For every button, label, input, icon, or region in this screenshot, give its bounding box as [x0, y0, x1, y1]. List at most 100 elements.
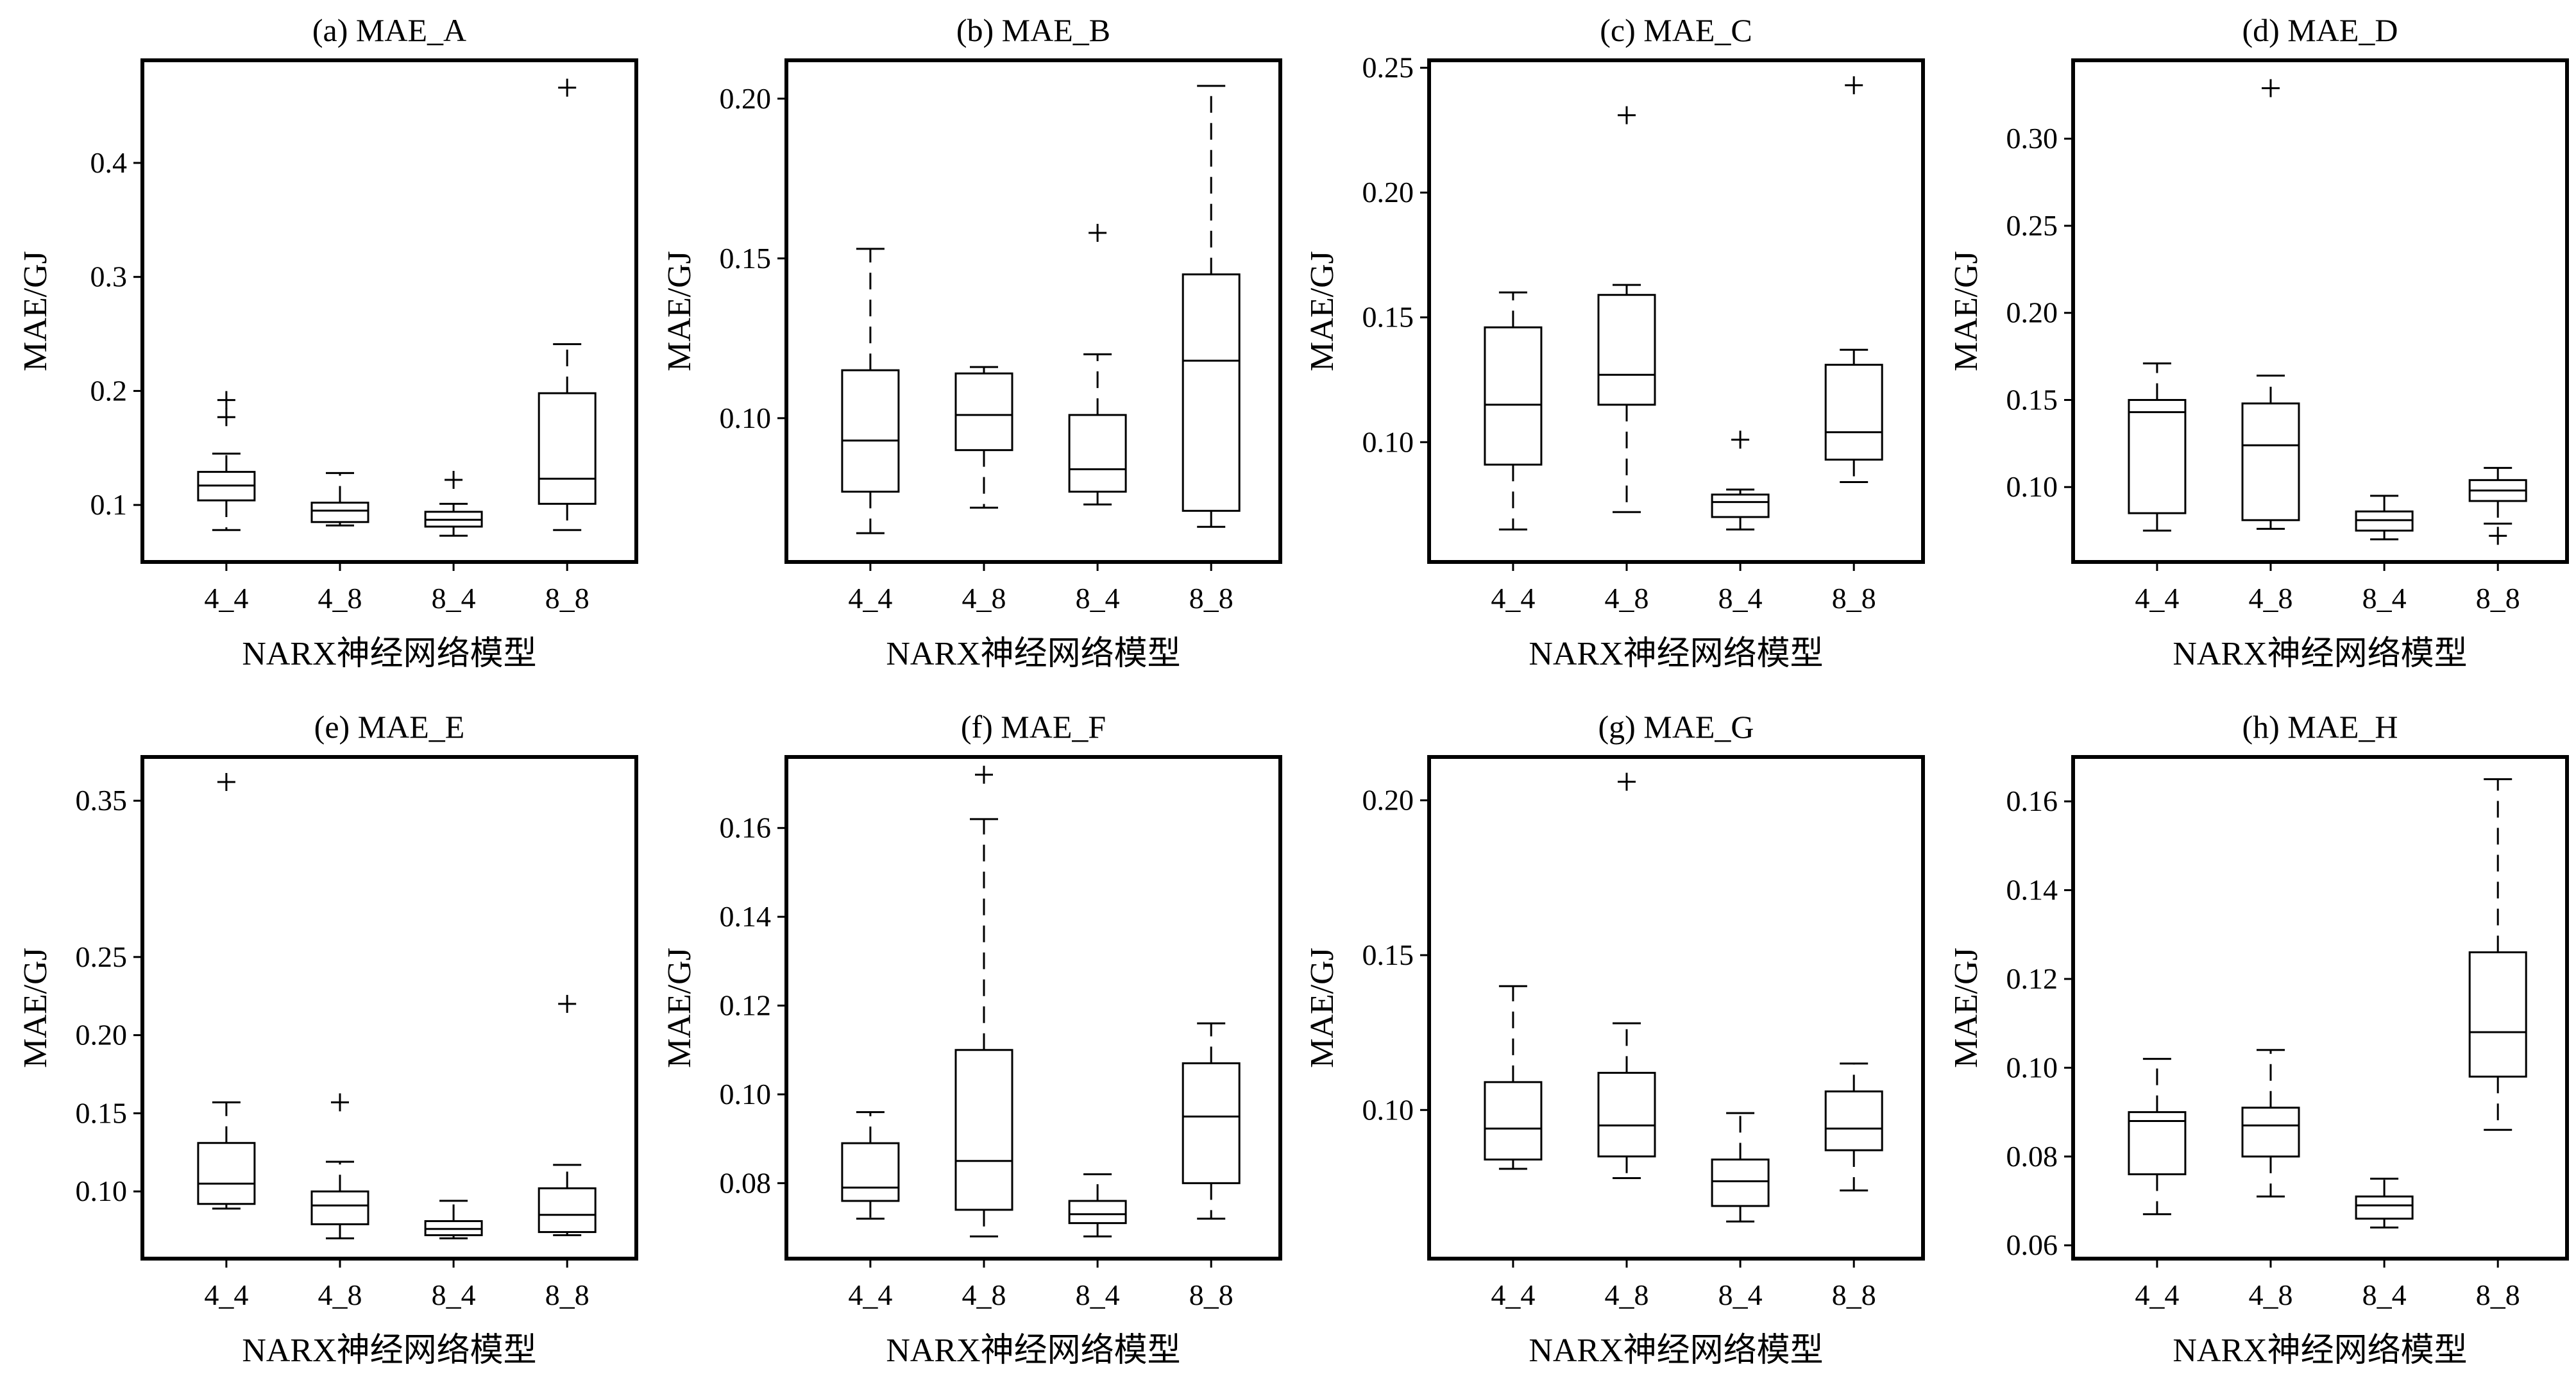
y-tick-label: 0.08 — [720, 1166, 772, 1199]
x-tick-label: 4_4 — [204, 1279, 248, 1311]
iqr-box — [1597, 1071, 1656, 1158]
panel-a: (a) MAE_A 0.1 0.2 0.3 0.4 MAE/GJ NARX神经网络模型 4_4… — [17, 12, 638, 672]
panel-d: (d) MAE_D 0.10 0.15 0.20 0.25 0.30 MAE/GJ NARX神… — [1948, 12, 2569, 672]
outlier-marker — [1089, 223, 1107, 242]
y-tick-label: 0.16 — [720, 811, 772, 844]
box-4_8: 4_8 — [954, 366, 1013, 615]
y-tick-label: 0.14 — [720, 900, 772, 933]
iqr-box — [1068, 1200, 1127, 1225]
iqr-box — [538, 1187, 597, 1234]
x-tick-label: 8_8 — [1189, 582, 1233, 615]
y-tick-label: 0.20 — [2006, 296, 2058, 329]
y-tick-label: 0.25 — [1362, 51, 1414, 84]
y-tick-label: 0.12 — [2006, 962, 2058, 995]
iqr-box — [1484, 326, 1543, 466]
box-8_8: 8_8 — [1824, 1062, 1883, 1311]
panel-title: (c) MAE_C — [1600, 12, 1752, 48]
y-tick-label: 0.16 — [2006, 785, 2058, 817]
outlier-marker — [1618, 106, 1636, 124]
box-4_8: 4_8 — [2241, 79, 2300, 615]
x-tick-label: 4_4 — [2135, 582, 2179, 615]
y-tick-label: 0.20 — [76, 1019, 128, 1051]
panel-title: (f) MAE_F — [961, 709, 1106, 745]
iqr-box — [2128, 1111, 2187, 1176]
y-tick-label: 0.35 — [76, 784, 128, 817]
outlier-marker — [2262, 79, 2280, 98]
box-8_8: 8_8 — [538, 994, 597, 1311]
y-tick-label: 0.12 — [720, 989, 772, 1022]
plot-frame — [2071, 755, 2569, 1261]
y-tick-label: 0.10 — [1362, 1093, 1414, 1126]
x-axis-label: NARX神经网络模型 — [242, 636, 536, 672]
box-8_4: 8_4 — [1068, 223, 1127, 615]
iqr-box — [1824, 364, 1883, 461]
x-tick-label: 8_8 — [2476, 582, 2520, 615]
iqr-box — [1824, 1090, 1883, 1151]
iqr-box — [1711, 493, 1770, 518]
panel-g: (g) MAE_G 0.10 0.15 0.20 MAE/GJ NARX神经网络模型 4_4… — [1304, 709, 1925, 1369]
iqr-box — [1711, 1159, 1770, 1207]
box-8_4: 8_4 — [2355, 495, 2414, 615]
x-tick-label: 4_8 — [318, 582, 362, 615]
box-8_4: 8_4 — [1068, 1173, 1127, 1311]
box-4_8: 4_8 — [1597, 772, 1656, 1311]
y-tick-label: 0.20 — [1362, 784, 1414, 817]
plot-frame — [1427, 58, 1925, 564]
box-8_4: 8_4 — [2355, 1177, 2414, 1311]
box-4_8: 4_8 — [310, 472, 369, 615]
iqr-box — [1597, 294, 1656, 406]
box-4_8: 4_8 — [954, 765, 1013, 1311]
x-axis-label: NARX神经网络模型 — [886, 636, 1180, 672]
box-8_4: 8_4 — [1711, 430, 1770, 615]
x-tick-label: 8_8 — [545, 1279, 589, 1311]
iqr-box — [841, 1142, 900, 1202]
y-tick-label: 0.30 — [2006, 122, 2058, 155]
y-tick-label: 0.06 — [2006, 1228, 2058, 1261]
panel-title: (e) MAE_E — [314, 709, 465, 745]
y-axis-label: MAE/GJ — [1948, 947, 1985, 1068]
box-8_8: 8_8 — [1824, 76, 1883, 615]
plot-frame — [784, 58, 1282, 564]
y-tick-label: 0.20 — [720, 82, 772, 115]
y-tick-label: 0.15 — [2006, 383, 2058, 416]
panel-h: (h) MAE_H 0.06 0.08 0.10 0.12 0.14 0.16 MAE/GJ N… — [1948, 709, 2569, 1369]
box-8_4: 8_4 — [424, 471, 483, 615]
box-4_4: 4_4 — [841, 1111, 900, 1311]
x-axis-label: NARX神经网络模型 — [1529, 636, 1823, 672]
panel-title: (d) MAE_D — [2242, 12, 2398, 48]
x-axis-label: NARX神经网络模型 — [242, 1332, 536, 1369]
iqr-box — [2128, 398, 2187, 514]
y-tick-label: 0.10 — [720, 1078, 772, 1110]
y-tick-label: 0.14 — [2006, 874, 2058, 906]
box-8_8: 8_8 — [1182, 1022, 1241, 1311]
panel-title: (h) MAE_H — [2242, 709, 2398, 745]
plot-frame — [140, 755, 638, 1261]
box-8_8: 8_8 — [1182, 85, 1241, 615]
x-tick-label: 8_4 — [1076, 582, 1120, 615]
box-4_4: 4_4 — [197, 772, 256, 1311]
iqr-box — [2241, 1107, 2300, 1158]
x-axis-label: NARX神经网络模型 — [2173, 636, 2467, 672]
box-4_4: 4_4 — [1484, 985, 1543, 1311]
iqr-box — [1484, 1081, 1543, 1161]
y-tick-label: 0.3 — [90, 260, 128, 293]
box-4_8: 4_8 — [310, 1093, 369, 1311]
x-axis-label: NARX神经网络模型 — [2173, 1332, 2467, 1369]
x-tick-label: 4_8 — [1605, 582, 1649, 615]
iqr-box — [954, 372, 1013, 452]
y-axis-label: MAE/GJ — [1948, 251, 1985, 371]
box-4_4: 4_4 — [1484, 291, 1543, 615]
outlier-marker — [1731, 430, 1750, 449]
x-tick-label: 8_8 — [1189, 1279, 1233, 1311]
x-tick-label: 4_4 — [1491, 582, 1535, 615]
x-tick-label: 4_4 — [848, 1279, 892, 1311]
panel-b: (b) MAE_B 0.10 0.15 0.20 MAE/GJ NARX神经网络模型 4_4… — [661, 12, 1282, 672]
outlier-marker — [217, 391, 235, 409]
x-tick-label: 8_4 — [1076, 1279, 1120, 1311]
iqr-box — [310, 1190, 369, 1225]
iqr-box — [2241, 402, 2300, 522]
y-tick-label: 0.1 — [90, 488, 128, 521]
x-tick-label: 4_4 — [1491, 1279, 1535, 1311]
box-4_4: 4_4 — [841, 248, 900, 615]
